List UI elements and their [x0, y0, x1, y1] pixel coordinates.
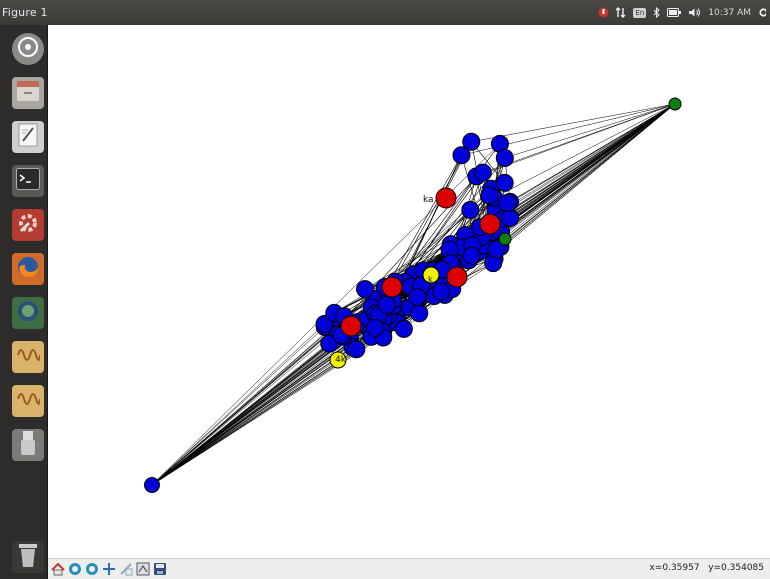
graph-node [498, 194, 517, 213]
launcher-item-system-settings[interactable] [12, 209, 44, 241]
node-label-k: k [428, 275, 433, 284]
system-tray: En 10:37 AM [598, 7, 766, 18]
dash-home-icon [17, 36, 39, 62]
graph-node [144, 477, 160, 493]
graph-node [495, 173, 514, 192]
launcher-item-dash[interactable] [12, 33, 44, 65]
graph-node-red [479, 213, 501, 235]
pan-icon[interactable] [101, 562, 116, 577]
text-editor-icon [17, 123, 39, 151]
window-title: Figure 1 [2, 6, 48, 19]
keyboard-layout-indicator[interactable]: En [633, 7, 647, 18]
graph-edge [151, 281, 396, 486]
network-graph[interactable]: ka 4k k [48, 25, 770, 558]
usb-drive-icon [20, 430, 36, 460]
launcher-item-signal-app-2[interactable] [12, 385, 44, 417]
graph-node [366, 318, 385, 337]
ubuntu-one-icon[interactable] [598, 7, 609, 18]
graph-node [356, 280, 375, 299]
launcher-item-firefox[interactable] [12, 253, 44, 285]
graph-edge [482, 103, 676, 173]
launcher-item-files[interactable] [12, 77, 44, 109]
bluetooth-icon[interactable] [653, 7, 661, 18]
graph-edge [151, 323, 325, 486]
graph-node [410, 304, 429, 323]
graph-edge [151, 188, 492, 486]
launcher-item-trash[interactable] [12, 541, 44, 573]
configure-icon[interactable] [135, 562, 150, 577]
cursor-coordinates: x=0.35957 y=0.354085 [650, 563, 765, 573]
zoom-icon[interactable] [118, 562, 133, 577]
graph-node [408, 287, 427, 306]
node-label-4k: 4k [335, 355, 347, 365]
volume-icon[interactable] [688, 7, 701, 18]
launcher [0, 25, 48, 579]
graph-node-yellow [422, 266, 440, 284]
session-gear-icon[interactable] [758, 7, 766, 18]
graph-edge [493, 103, 676, 198]
save-icon[interactable] [152, 562, 167, 577]
launcher-item-usb-drive[interactable] [12, 429, 44, 461]
home-icon[interactable] [50, 562, 65, 577]
graph-node-red [446, 266, 468, 288]
terminal-icon [16, 168, 40, 194]
launcher-item-signal-app[interactable] [12, 341, 44, 373]
graph-node [480, 186, 499, 205]
software-icon [16, 299, 40, 327]
graph-node [462, 132, 481, 151]
top-panel: Figure 1 En 10:37 AM [0, 0, 770, 25]
graph-node-red [340, 315, 362, 337]
graph-labels: ka 4k k [335, 195, 434, 365]
trash-icon [17, 542, 39, 572]
figure-toolbar: x=0.35957 y=0.354085 [48, 558, 770, 579]
graph-edge [488, 103, 676, 224]
graph-node-green [668, 97, 682, 111]
launcher-item-terminal[interactable] [12, 165, 44, 197]
graph-node [452, 146, 471, 165]
clock[interactable]: 10:37 AM [708, 7, 751, 18]
graph-edge [151, 349, 357, 486]
files-icon [16, 79, 40, 107]
graph-node [394, 319, 413, 338]
graph-node [501, 208, 520, 227]
graph-edge [151, 327, 376, 486]
graph-node-red [435, 187, 457, 209]
graph-node [495, 148, 514, 167]
graph-edge [496, 103, 676, 250]
node-label-ka: ka [423, 195, 434, 205]
figure-canvas[interactable]: ka 4k k [48, 25, 770, 558]
graph-node [461, 201, 480, 220]
graph-edge [151, 346, 353, 486]
graph-node [462, 246, 481, 265]
graph-nodes [144, 97, 682, 493]
graph-node [473, 163, 492, 182]
graph-node-red [381, 276, 403, 298]
graph-edge [471, 103, 676, 142]
graph-node-yellow [329, 351, 347, 369]
forward-icon[interactable] [84, 562, 99, 577]
launcher-item-software[interactable] [12, 297, 44, 329]
network-icon[interactable] [616, 7, 626, 18]
graph-node [487, 240, 506, 259]
cursor-x: x=0.35957 [649, 563, 700, 573]
graph-edge [504, 103, 676, 159]
signal-app-icon-2 [16, 387, 41, 415]
launcher-item-text-editor[interactable] [12, 121, 44, 153]
graph-node [432, 282, 451, 301]
signal-app-icon [16, 343, 41, 371]
graph-node [347, 340, 366, 359]
graph-edge [151, 326, 325, 486]
graph-node [377, 295, 396, 314]
graph-node-green [498, 232, 512, 246]
system-settings-icon [16, 211, 40, 239]
graph-edge [507, 103, 676, 204]
battery-icon[interactable] [667, 8, 682, 17]
firefox-icon [16, 255, 40, 283]
back-icon[interactable] [67, 562, 82, 577]
cursor-y: y=0.354085 [708, 563, 764, 573]
